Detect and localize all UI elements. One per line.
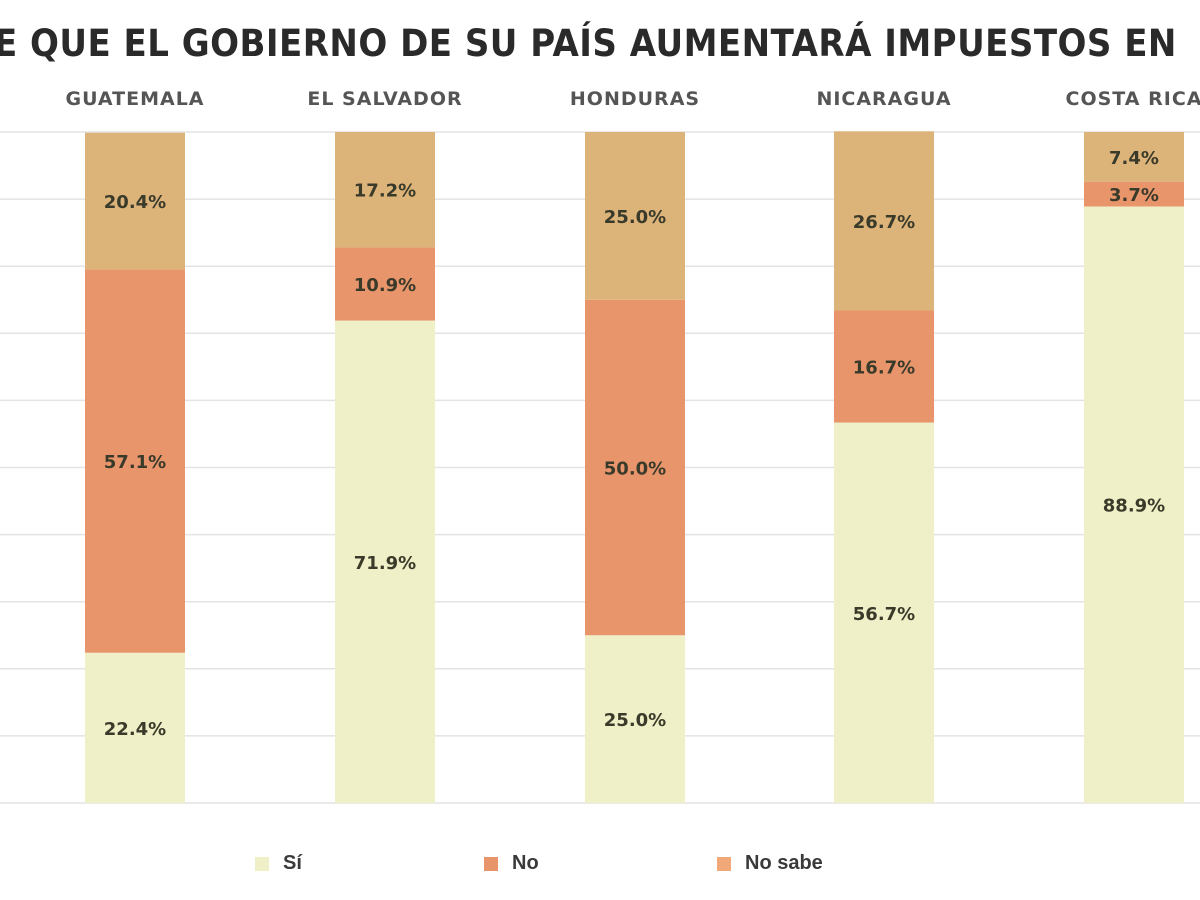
data-label: 50.0% <box>604 459 666 480</box>
data-label: 26.7% <box>853 212 915 233</box>
data-label: 16.7% <box>853 358 915 379</box>
bar-segment <box>1084 181 1184 207</box>
data-label: 7.4% <box>1109 148 1159 169</box>
category-label: NICARAGUA <box>816 88 951 110</box>
data-label: 22.4% <box>104 719 166 740</box>
bar-segment <box>85 132 185 270</box>
data-label: 17.2% <box>354 181 416 202</box>
bar-segment <box>1084 206 1184 803</box>
chart-title: E QUE EL GOBIERNO DE SU PAÍS AUMENTARÁ I… <box>0 22 1177 65</box>
legend-swatch-no-sabe <box>717 856 731 871</box>
bar-segment <box>585 635 685 803</box>
data-label: 3.7% <box>1109 185 1159 206</box>
legend-label-no: No <box>512 852 539 874</box>
bar-segment <box>85 652 185 803</box>
bar-segment <box>834 310 934 423</box>
data-label: 10.9% <box>354 275 416 296</box>
bar-segment <box>335 132 435 248</box>
legend-swatch-no <box>484 856 498 871</box>
data-label: 57.1% <box>104 452 166 473</box>
data-label: 25.0% <box>604 207 666 228</box>
legend-item-no: No <box>484 852 539 875</box>
legend-swatch-si <box>255 856 269 871</box>
bar-segment <box>585 299 685 636</box>
category-label: COSTA RICA <box>1066 88 1200 110</box>
data-label: 71.9% <box>354 553 416 574</box>
data-label: 20.4% <box>104 192 166 213</box>
category-label: EL SALVADOR <box>307 88 462 110</box>
bar-segment <box>834 131 934 311</box>
bar-segment <box>834 422 934 803</box>
legend-item-si: Sí <box>255 852 302 875</box>
data-label: 88.9% <box>1103 496 1165 517</box>
category-label: HONDURAS <box>570 88 700 110</box>
bar-segment <box>335 247 435 321</box>
legend-item-no-sabe: No sabe <box>717 852 823 875</box>
category-label: GUATEMALA <box>65 88 204 110</box>
legend-label-no-sabe: No sabe <box>745 852 823 874</box>
bar-segment <box>85 269 185 653</box>
bar-segment <box>1084 132 1184 182</box>
bar-segment <box>335 320 435 803</box>
bar-segment <box>585 132 685 300</box>
data-label: 56.7% <box>853 604 915 625</box>
legend-label-si: Sí <box>283 852 302 874</box>
data-label: 25.0% <box>604 710 666 731</box>
